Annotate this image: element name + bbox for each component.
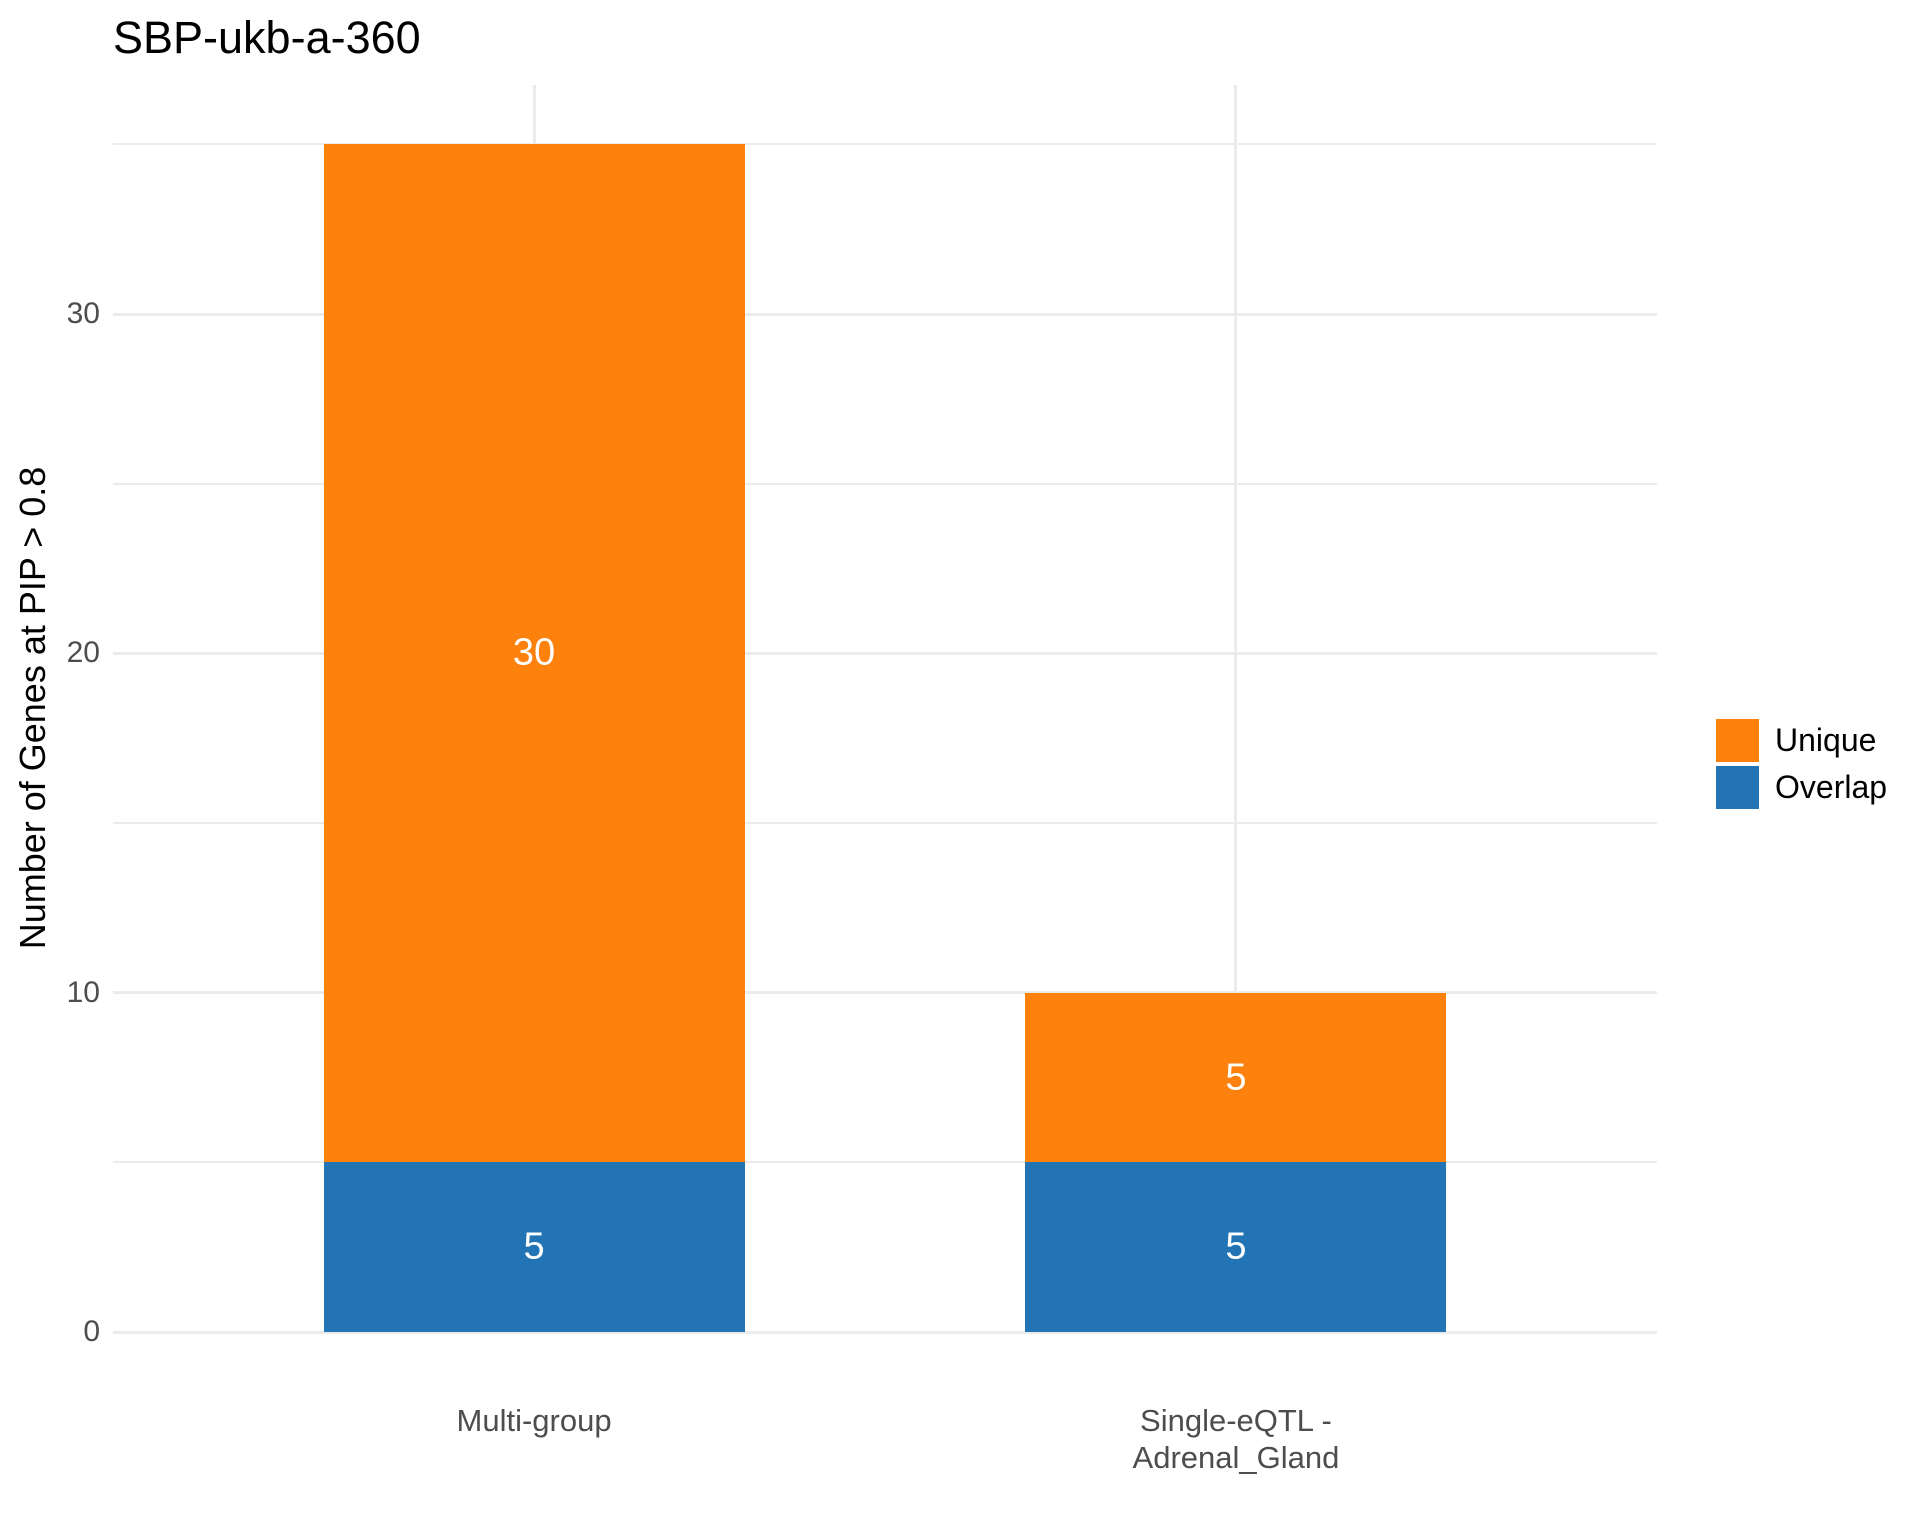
bar-value-label: 5 [523, 1225, 545, 1268]
bar-value-label: 5 [1225, 1056, 1247, 1098]
y-tick-label: 20 [66, 636, 100, 670]
y-tick-label: 0 [83, 1315, 100, 1348]
legend-entry-overlap: Overlap [1716, 766, 1887, 809]
legend-label-overlap: Overlap [1775, 769, 1888, 805]
gridline-vertical [1234, 85, 1238, 1332]
gridline-major [113, 651, 1657, 655]
y-axis-title: Number of Genes at PIP > 0.8 [12, 466, 53, 950]
gridline-major [113, 312, 1657, 316]
bar-value-label: 30 [512, 631, 556, 674]
x-category-label: Multi-group [456, 1403, 612, 1438]
y-tick-label: 10 [66, 975, 100, 1009]
legend-label-unique: Unique [1775, 722, 1877, 758]
bar-segment-unique [323, 144, 745, 1163]
gridline-minor [113, 822, 1657, 825]
legend: Unique Overlap [1716, 719, 1887, 809]
gridline-minor [113, 143, 1657, 146]
bar-segment-overlap [323, 1162, 745, 1332]
bar-segment-unique [1025, 992, 1447, 1163]
gridline-minor [113, 1161, 1657, 1164]
y-tick-label: 30 [66, 297, 100, 331]
gridline-major [113, 991, 1657, 995]
legend-swatch-unique [1716, 719, 1759, 762]
x-category-label: Single-eQTL - Adrenal_Gland [1132, 1403, 1340, 1475]
gridline-minor [113, 482, 1657, 485]
bar-segment-overlap [1025, 1162, 1447, 1332]
chart-title: SBP-ukb-a-360 [113, 12, 421, 63]
legend-swatch-overlap [1716, 766, 1759, 809]
legend-entry-unique: Unique [1716, 719, 1887, 762]
bar-value-label: 5 [1225, 1225, 1247, 1268]
gridline-major [113, 1330, 1657, 1334]
